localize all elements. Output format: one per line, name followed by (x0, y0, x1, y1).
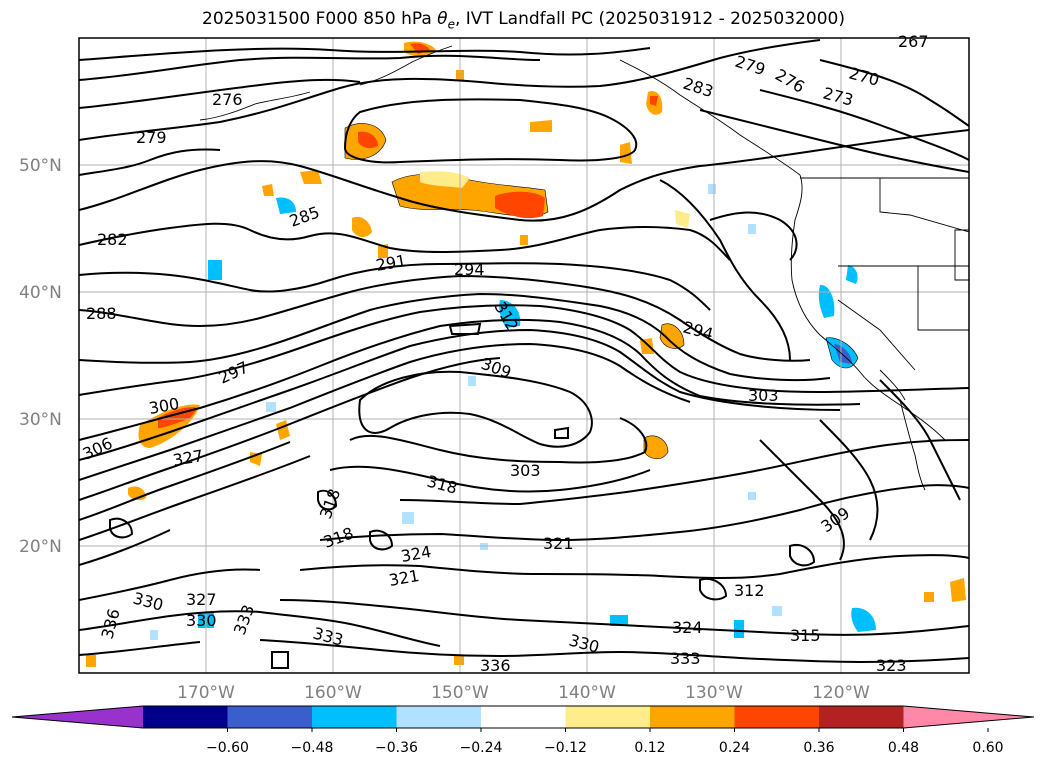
contour-label: 330 (186, 611, 217, 630)
contour-label: 303 (510, 461, 541, 480)
colorbar-extension-low (12, 706, 143, 728)
lon-label: 150°W (431, 683, 489, 703)
contour-label: 333 (670, 649, 701, 668)
colorbar-extension-high (903, 706, 1034, 728)
colorbar-tick-label: −0.36 (375, 740, 418, 756)
title-prefix: 2025031500 F000 850 hPa (202, 9, 438, 29)
colorbar-tick-label: −0.60 (206, 740, 249, 756)
contour-label: 267 (898, 32, 929, 51)
contour-label: 294 (454, 260, 485, 279)
colorbar-segment (650, 706, 735, 728)
figure-title: 2025031500 F000 850 hPa θe, IVT Landfall… (0, 9, 1047, 31)
contour-label: 279 (136, 128, 167, 147)
theta-e-contours (79, 39, 969, 669)
lon-label: 130°W (685, 683, 743, 703)
colorbar-segment (312, 706, 397, 728)
colorbar-tick-label: 0.12 (634, 740, 665, 756)
contour-label: 282 (97, 230, 128, 249)
colorbar-outline (11, 705, 1035, 729)
colorbar-tick-label: 0.60 (972, 740, 1003, 756)
contour-label: 303 (748, 386, 779, 405)
colorbar-tick-label: 0.24 (719, 740, 750, 756)
coastlines (199, 45, 969, 491)
colorbar (11, 705, 1035, 729)
contour-label: 315 (790, 626, 821, 645)
colorbar-segment (734, 706, 820, 728)
contour-label: 324 (672, 618, 703, 637)
contour-label: 321 (543, 534, 574, 553)
lat-label: 50°N (19, 156, 62, 176)
colorbar-segment (396, 706, 482, 728)
theta-symbol: θ (437, 9, 448, 29)
lon-label: 170°W (177, 683, 235, 703)
contour-label: 327 (186, 590, 217, 609)
longitude-labels: 170°W 160°W 150°W 140°W 130°W 120°W (177, 683, 870, 703)
contour-label: 288 (86, 304, 117, 323)
theta-subscript: e (447, 17, 455, 32)
colorbar-ticks: −0.60 −0.48 −0.36 −0.24 −0.12 0.12 0.24 0.36 0.4… (206, 728, 1004, 756)
colorbar-tick-label: 0.36 (803, 740, 834, 756)
colorbar-tick-label: −0.12 (544, 740, 587, 756)
lat-label: 40°N (19, 283, 62, 303)
lat-label: 20°N (19, 537, 62, 557)
latitude-labels: 50°N 40°N 30°N 20°N (19, 156, 62, 557)
contour-label: 336 (480, 656, 511, 675)
colorbar-segment (819, 706, 904, 728)
contour-label: 323 (876, 656, 907, 675)
colorbar-tick-label: −0.24 (460, 740, 503, 756)
colorbar-segment (565, 706, 651, 728)
map-frame (78, 37, 970, 674)
colorbar-tick-label: 0.48 (888, 740, 919, 756)
contour-label: 276 (212, 90, 243, 109)
lon-label: 120°W (812, 683, 870, 703)
colorbar-segment (143, 706, 228, 728)
colorbar-segment (481, 706, 566, 728)
lon-label: 160°W (304, 683, 362, 703)
lat-label: 30°N (19, 410, 62, 430)
pc-shading (86, 41, 966, 667)
colorbar-segment (227, 706, 313, 728)
map-background (79, 38, 969, 673)
lon-label: 140°W (558, 683, 616, 703)
title-suffix: , IVT Landfall PC (2025031912 - 20250320… (454, 9, 845, 29)
colorbar-tick-label: −0.48 (291, 740, 334, 756)
contour-label: 312 (734, 581, 765, 600)
